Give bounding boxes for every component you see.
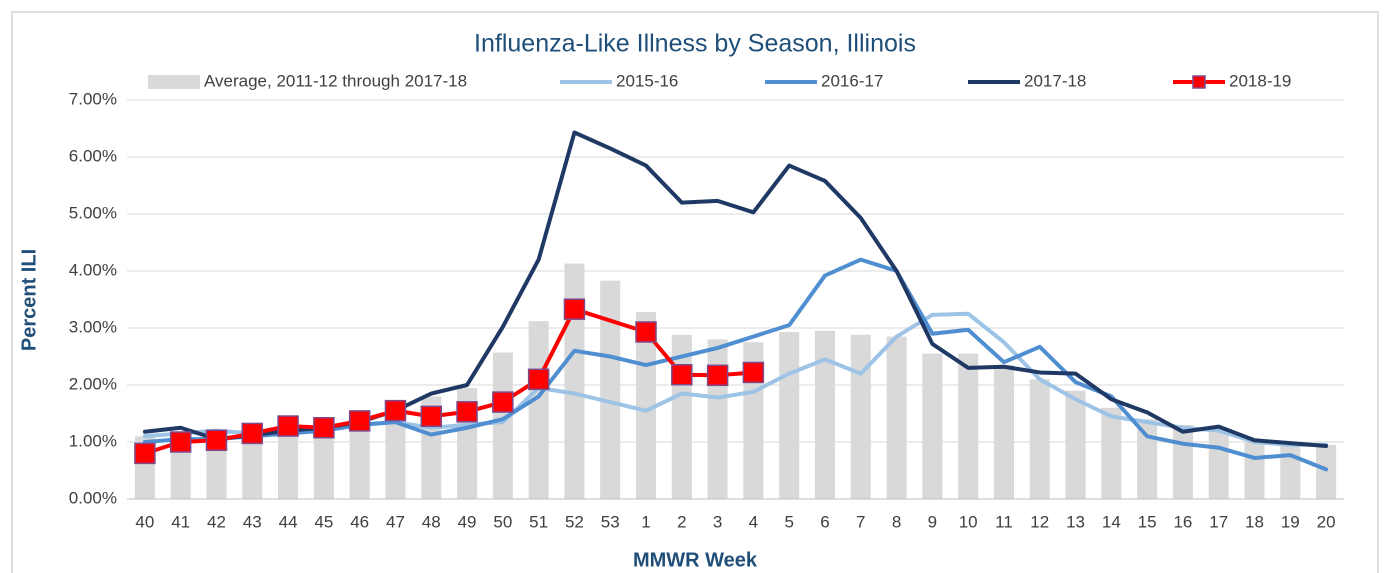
x-tick-label: 15 — [1138, 512, 1157, 531]
marker — [420, 405, 442, 428]
y-tick-label: 1.00% — [69, 431, 117, 450]
legend-marker — [1192, 75, 1206, 89]
y-axis-label: Percent ILI — [18, 249, 40, 351]
bar — [600, 280, 621, 499]
bar — [278, 430, 299, 499]
bar — [349, 422, 370, 499]
y-tick-label: 7.00% — [69, 89, 117, 108]
x-tick-label: 19 — [1281, 512, 1300, 531]
marker — [241, 422, 264, 445]
bar — [528, 321, 549, 499]
marker — [492, 391, 514, 413]
bar — [492, 352, 513, 499]
x-tick-label: 45 — [314, 512, 333, 531]
marker — [706, 364, 729, 387]
bar — [850, 334, 871, 499]
bar — [1065, 390, 1086, 499]
bar — [922, 353, 943, 499]
legend-swatch — [148, 75, 200, 89]
x-axis-label: MMWR Week — [633, 549, 758, 571]
bar — [886, 336, 907, 499]
marker — [671, 363, 693, 386]
bar — [242, 433, 263, 499]
marker — [313, 417, 335, 439]
bar — [707, 339, 728, 499]
x-tick-label: 52 — [565, 512, 584, 531]
x-tick-label: 16 — [1173, 512, 1192, 531]
x-tick-label: 8 — [892, 512, 901, 531]
chart-title: Influenza-Like Illness by Season, Illino… — [474, 30, 916, 58]
x-tick-label: 48 — [422, 512, 441, 531]
bar — [1029, 379, 1050, 499]
x-tick-label: 14 — [1102, 512, 1121, 531]
series-line — [142, 257, 1329, 472]
bar — [635, 312, 657, 499]
bar — [1172, 424, 1193, 499]
x-tick-label: 4 — [749, 512, 758, 531]
x-tick-label: 41 — [171, 512, 190, 531]
marker — [563, 298, 586, 320]
x-tick-label: 3 — [713, 512, 722, 531]
x-tick-label: 40 — [135, 512, 154, 531]
y-tick-label: 5.00% — [69, 203, 117, 222]
x-tick-label: 17 — [1209, 512, 1228, 531]
x-tick-label: 7 — [856, 512, 865, 531]
x-tick-label: 46 — [350, 512, 369, 531]
x-tick-label: 44 — [279, 512, 298, 531]
legend-label: 2018-19 — [1229, 71, 1291, 90]
marker — [456, 401, 478, 423]
x-tick-label: 12 — [1030, 512, 1049, 531]
x-tick-label: 11 — [995, 512, 1013, 531]
bar — [814, 330, 836, 499]
x-tick-label: 43 — [243, 512, 262, 531]
x-tick-label: 6 — [820, 512, 829, 531]
legend-label: 2017-18 — [1024, 71, 1086, 90]
x-tick-label: 10 — [959, 512, 978, 531]
bar — [1316, 444, 1337, 499]
legend-label: Average, 2011-12 through 2017-18 — [204, 71, 467, 90]
x-tick-label: 18 — [1245, 512, 1264, 531]
x-tick-label: 1 — [641, 512, 650, 531]
x-tick-label: 47 — [386, 512, 405, 531]
bar — [313, 427, 334, 499]
bar — [1101, 407, 1122, 499]
y-tick-label: 4.00% — [69, 260, 117, 279]
marker — [134, 442, 156, 465]
x-tick-label: 13 — [1066, 512, 1085, 531]
x-tick-label: 53 — [601, 512, 620, 531]
marker — [169, 431, 192, 453]
y-tick-label: 3.00% — [69, 317, 117, 336]
bar — [993, 365, 1014, 499]
marker — [205, 429, 228, 452]
x-tick-label: 42 — [207, 512, 226, 531]
marker — [635, 321, 657, 343]
bar — [1244, 442, 1265, 499]
bar — [779, 331, 800, 499]
marker — [384, 399, 407, 422]
bar — [958, 353, 979, 499]
x-tick-label: 2 — [677, 512, 686, 531]
x-tick-label: 20 — [1317, 512, 1336, 531]
x-tick-label: 49 — [458, 512, 477, 531]
legend-label: 2016-17 — [821, 71, 883, 90]
x-tick-label: 51 — [529, 512, 548, 531]
marker — [348, 410, 371, 432]
x-tick-label: 5 — [784, 512, 793, 531]
x-tick-label: 9 — [928, 512, 937, 531]
x-tick-label: 50 — [493, 512, 512, 531]
y-tick-label: 0.00% — [69, 488, 117, 507]
bar — [1280, 444, 1301, 499]
y-tick-label: 6.00% — [69, 146, 117, 165]
bar — [1208, 430, 1229, 499]
marker — [742, 361, 765, 384]
marker — [277, 415, 299, 437]
y-tick-label: 2.00% — [69, 374, 117, 393]
legend-label: 2015-16 — [616, 71, 678, 90]
bar — [385, 416, 406, 499]
marker — [527, 368, 550, 391]
